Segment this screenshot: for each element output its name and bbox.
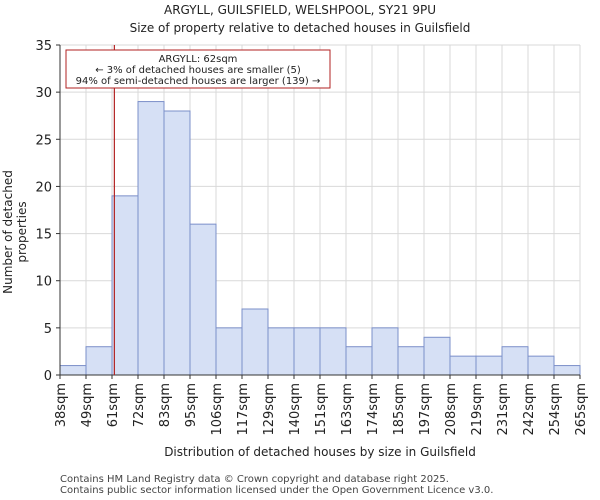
bar [475, 355, 503, 376]
x-tick-label: 49sqm [80, 383, 95, 427]
x-tick-label: 83sqm [158, 383, 173, 427]
annotation-text: ← 3% of detached houses are smaller (5) [95, 65, 301, 76]
x-tick-label: 151sqm [314, 383, 329, 436]
y-tick-label: 35 [35, 39, 52, 54]
y-tick-label: 5 [44, 322, 52, 337]
y-tick-label: 0 [44, 369, 52, 384]
bar [345, 346, 373, 376]
x-tick-label: 61sqm [106, 383, 121, 427]
x-tick-label: 265sqm [574, 383, 589, 436]
y-tick-label: 30 [35, 86, 52, 101]
x-tick-label: 95sqm [184, 383, 199, 427]
footer-licence: Contains public sector information licen… [60, 485, 494, 496]
x-tick-label: 174sqm [366, 383, 381, 436]
y-axis-label: Number of detached properties [1, 170, 29, 294]
bar [111, 195, 139, 376]
y-tick-label: 20 [35, 180, 52, 195]
bar [449, 355, 477, 376]
bar [371, 327, 399, 376]
bar [423, 336, 451, 376]
bar [527, 355, 555, 376]
chart-title: ARGYLL, GUILSFIELD, WELSHPOOL, SY21 9PU [164, 3, 436, 17]
annotation-text: ARGYLL: 62sqm [159, 54, 238, 65]
x-tick-label: 129sqm [262, 383, 277, 436]
x-tick-label: 117sqm [236, 383, 251, 436]
x-tick-label: 38sqm [54, 383, 69, 427]
bar [293, 327, 321, 376]
bar [215, 327, 243, 376]
bar [163, 110, 191, 376]
x-tick-label: 242sqm [522, 383, 537, 436]
annotation-text: 94% of semi-detached houses are larger (… [76, 76, 321, 87]
y-tick-label: 25 [35, 133, 52, 148]
bar [137, 101, 165, 376]
bar [553, 365, 581, 376]
bar [319, 327, 347, 376]
annotation-box [65, 49, 331, 89]
x-tick-label: 163sqm [340, 383, 355, 436]
bar [501, 346, 529, 376]
y-tick-label: 10 [35, 275, 52, 290]
y-tick-label: 15 [35, 228, 52, 243]
bar [267, 327, 295, 376]
bar [189, 223, 217, 376]
x-tick-label: 140sqm [288, 383, 303, 436]
footer-copyright: Contains HM Land Registry data © Crown c… [60, 474, 449, 485]
bar [397, 346, 425, 376]
x-axis-label: Distribution of detached houses by size … [164, 445, 476, 459]
bar [241, 308, 269, 376]
x-tick-label: 254sqm [548, 383, 563, 436]
chart-subtitle: Size of property relative to detached ho… [129, 21, 471, 35]
x-tick-label: 72sqm [132, 383, 147, 427]
x-tick-label: 106sqm [210, 383, 225, 436]
x-tick-label: 197sqm [418, 383, 433, 436]
x-tick-label: 219sqm [470, 383, 485, 436]
x-tick-label: 231sqm [496, 383, 511, 436]
bar [85, 346, 113, 376]
x-tick-label: 208sqm [444, 383, 459, 436]
x-tick-label: 185sqm [392, 383, 407, 436]
bar [59, 365, 87, 376]
